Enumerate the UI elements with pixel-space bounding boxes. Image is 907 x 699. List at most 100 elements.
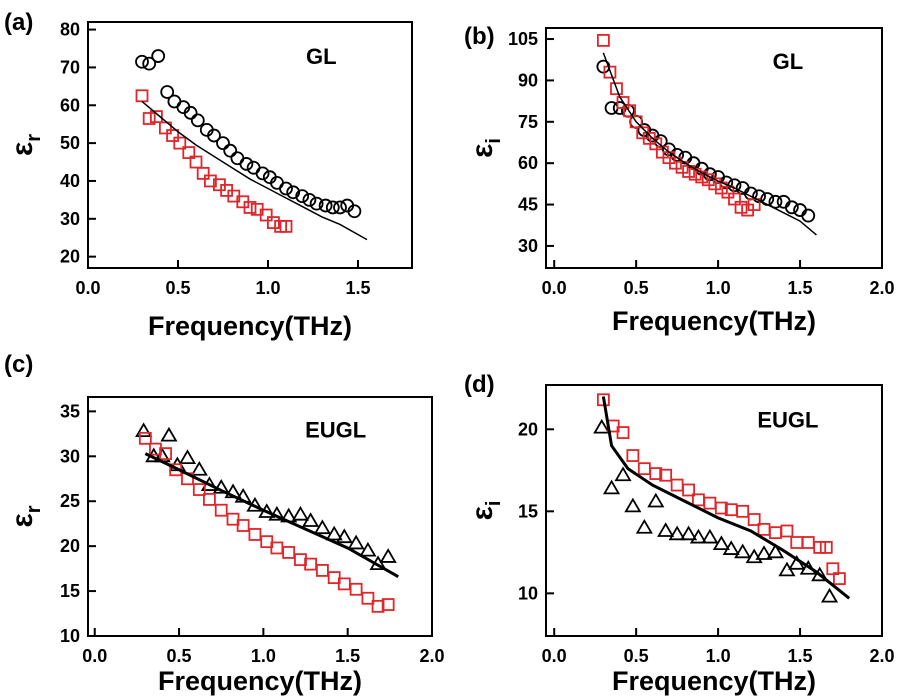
x-tick-label: 0.5 [624,278,649,298]
y-axis-label: εi [466,501,505,521]
circle-marker [309,196,324,211]
circle-marker [279,181,293,196]
triangle-marker [701,528,719,544]
y-tick-label: 15 [60,581,80,601]
circle-marker [216,136,230,151]
square-marker [349,582,363,596]
x-tick-label: 2.0 [419,646,444,666]
triangle-marker [657,522,675,537]
y-tick-label: 15 [518,501,538,521]
y-label-subscript: r [23,134,45,142]
y-tick-label: 10 [518,583,538,603]
x-axis-label: Frequency(THz) [612,306,816,336]
x-tick-label: 1.5 [788,646,813,666]
plot-frame [545,384,883,637]
triangle-marker [635,518,653,534]
triangle-marker [766,543,785,559]
square-marker [159,447,172,461]
square-marker [189,155,203,169]
square-marker [236,519,250,532]
circle-marker [223,143,238,158]
square-marker [361,591,375,605]
panel-label: (c) [4,351,33,378]
circle-marker [670,147,685,162]
x-tick-label: 0.0 [542,646,567,666]
square-marker [813,541,827,554]
square-marker [610,82,623,96]
square-marker [203,174,217,188]
y-label-subscript: r [23,505,45,513]
triangle-marker [624,497,642,513]
fit-line [141,100,368,241]
y-tick-label: 30 [518,236,538,256]
triangle-marker [302,512,320,527]
triangle-marker [689,528,707,544]
panel: (d) 0.0 0.5 1.0 1.5 2.0 10 15 20 Frequency(THz) εi… [464,371,895,696]
x-tick-label: 0.0 [82,646,107,666]
triangle-marker [135,422,153,438]
square-marker [801,536,815,549]
fit-line [601,396,851,600]
square-marker [381,598,395,611]
circle-marker [151,49,166,63]
y-tick-label: 20 [518,419,538,439]
triangle-marker [712,535,730,551]
circle-marker [135,54,149,69]
x-tick-label: 1.0 [706,278,731,298]
x-tick-label: 0.0 [75,278,100,298]
triangle-marker [190,460,208,476]
circle-marker [801,208,816,223]
y-tick-label: 30 [60,209,80,229]
square-marker [708,177,722,191]
y-label-subscript: i [483,138,505,144]
circle-marker [142,56,157,71]
triangle-marker [212,478,230,494]
panel-label: (d) [464,371,495,398]
y-tick-label: 20 [60,536,80,556]
x-tick-label: 0.5 [165,278,190,298]
square-marker [138,431,152,445]
circle-marker [230,151,245,166]
square-marker [142,112,156,125]
square-marker [826,562,840,576]
y-tick-label: 25 [60,491,80,511]
circle-marker [325,200,340,215]
x-axis-label: Frequency(THz) [612,666,816,696]
square-marker [649,467,663,480]
square-marker [279,219,293,233]
square-marker [734,200,748,214]
square-marker [695,170,709,184]
x-axis-label: Frequency(THz) [148,311,352,341]
square-marker [747,513,761,526]
square-marker [819,541,833,554]
square-marker [616,96,630,109]
triangle-marker [379,548,397,563]
square-marker [649,137,663,151]
y-tick-label: 45 [518,195,538,215]
panel-label: (b) [464,23,495,50]
plot-frame [87,21,413,269]
square-marker [158,121,172,135]
x-tick-label: 1.0 [251,646,276,666]
square-marker [214,503,228,517]
triangle-marker [734,543,752,559]
square-marker [780,524,794,538]
square-marker [173,136,187,150]
circle-marker [784,200,799,215]
square-marker [626,449,640,462]
circle-marker [167,94,182,109]
x-tick-label: 0.5 [624,646,649,666]
y-tick-label: 80 [60,20,80,40]
x-tick-label: 1.5 [788,278,813,298]
y-label-symbol: ε [466,144,499,158]
square-marker [670,478,684,492]
circle-marker [295,189,310,203]
triangle-marker [359,541,377,557]
triangle-marker [602,479,621,495]
panel-label: (a) [4,9,33,36]
plot-frame [87,396,433,637]
square-marker [282,546,296,559]
square-marker [659,468,673,482]
square-marker [714,501,728,515]
y-tick-label: 35 [60,401,80,421]
